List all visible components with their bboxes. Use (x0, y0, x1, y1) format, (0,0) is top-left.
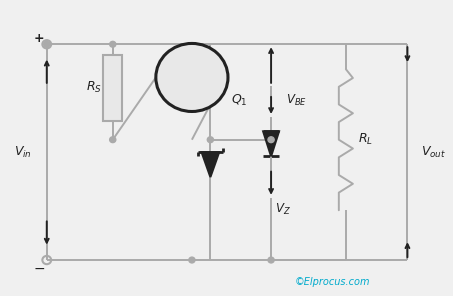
Text: $V_{out}$: $V_{out}$ (421, 145, 446, 160)
Text: ©Elprocus.com: ©Elprocus.com (295, 277, 371, 287)
Circle shape (43, 41, 50, 47)
Text: $R_L$: $R_L$ (358, 132, 373, 147)
FancyBboxPatch shape (103, 55, 122, 121)
Circle shape (268, 137, 274, 143)
Text: $V_{BE}$: $V_{BE}$ (286, 93, 308, 108)
Text: $-$: $-$ (33, 261, 45, 275)
Circle shape (156, 44, 228, 112)
Text: $R_S$: $R_S$ (86, 80, 102, 95)
Text: $V_Z$: $V_Z$ (275, 202, 291, 217)
Circle shape (110, 137, 116, 143)
Text: $V_{in}$: $V_{in}$ (14, 145, 32, 160)
Circle shape (110, 41, 116, 47)
Circle shape (268, 257, 274, 263)
Polygon shape (202, 152, 219, 177)
Text: $Q_1$: $Q_1$ (231, 93, 248, 108)
Circle shape (207, 137, 213, 143)
Polygon shape (263, 131, 279, 156)
Circle shape (189, 257, 195, 263)
Text: +: + (34, 32, 44, 44)
